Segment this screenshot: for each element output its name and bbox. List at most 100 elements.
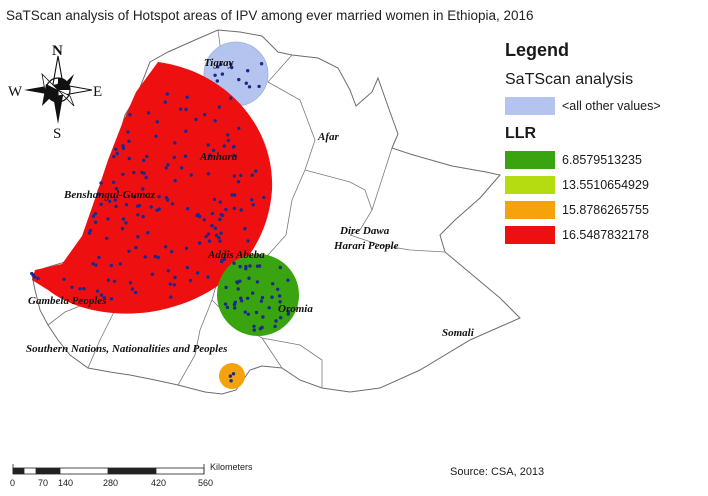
sample-point bbox=[168, 282, 172, 286]
scale-bar: Kilometers 0 70 140 280 420 560 bbox=[10, 462, 253, 488]
sample-point bbox=[206, 143, 210, 147]
sample-point bbox=[252, 324, 256, 328]
sample-point bbox=[154, 134, 158, 138]
sample-point bbox=[255, 264, 260, 268]
sample-point bbox=[278, 265, 282, 270]
scale-tick: 70 bbox=[38, 478, 49, 488]
sample-point bbox=[173, 275, 177, 280]
sample-point bbox=[238, 264, 242, 269]
sample-point bbox=[149, 205, 153, 209]
sample-point bbox=[217, 236, 221, 240]
sample-point bbox=[230, 193, 234, 197]
sample-point bbox=[196, 271, 200, 275]
sample-point bbox=[121, 172, 125, 177]
sample-point bbox=[144, 175, 148, 180]
legend-row-other: <all other values> bbox=[505, 95, 705, 117]
sample-point bbox=[109, 263, 114, 268]
sample-point bbox=[207, 239, 212, 243]
sample-point bbox=[136, 213, 140, 217]
sample-point bbox=[170, 202, 175, 206]
scale-tick: 280 bbox=[103, 478, 119, 488]
sample-point bbox=[246, 239, 250, 243]
sample-point bbox=[124, 221, 128, 225]
sample-point bbox=[185, 265, 190, 270]
scale-tick: 140 bbox=[58, 478, 74, 488]
sample-point bbox=[106, 278, 111, 282]
sample-point bbox=[121, 144, 125, 148]
red-cluster bbox=[32, 62, 273, 314]
sample-point bbox=[226, 133, 230, 137]
compass-w: W bbox=[8, 84, 23, 100]
sample-point bbox=[286, 278, 290, 282]
sample-point bbox=[257, 84, 261, 89]
sample-point bbox=[236, 287, 240, 291]
sample-point bbox=[246, 69, 250, 73]
sample-point bbox=[277, 294, 282, 298]
sample-point bbox=[210, 211, 215, 216]
sample-point bbox=[184, 107, 188, 112]
legend-row-llr: 15.8786265755 bbox=[505, 199, 705, 221]
north-arrow-compass: N S W E bbox=[8, 43, 102, 142]
legend-label-llr-2: 13.5510654929 bbox=[562, 178, 649, 192]
legend-title: Legend bbox=[505, 40, 570, 60]
sample-point bbox=[267, 306, 271, 310]
scale-tick: 0 bbox=[10, 478, 16, 488]
sample-point bbox=[219, 231, 223, 235]
sample-point bbox=[233, 193, 237, 197]
sample-point bbox=[218, 217, 222, 222]
sample-point bbox=[232, 206, 236, 211]
sample-point bbox=[136, 235, 140, 239]
sample-point bbox=[173, 178, 177, 183]
sample-point bbox=[225, 305, 230, 310]
sample-point bbox=[239, 296, 243, 300]
legend-swatch-llr-4 bbox=[505, 226, 555, 244]
sample-point bbox=[166, 269, 170, 273]
sample-point bbox=[239, 173, 243, 178]
sample-point bbox=[271, 282, 275, 286]
scale-bar-graphic bbox=[12, 464, 205, 475]
sample-point bbox=[185, 95, 189, 100]
legend-row-llr: 6.8579513235 bbox=[505, 149, 705, 171]
sample-point bbox=[184, 246, 189, 250]
scale-tick: 560 bbox=[198, 478, 214, 488]
sample-point bbox=[127, 156, 131, 161]
sample-point bbox=[213, 119, 217, 123]
sample-point bbox=[237, 126, 241, 130]
sample-point bbox=[202, 218, 206, 222]
sample-point bbox=[155, 208, 159, 212]
sample-point bbox=[212, 197, 217, 202]
sample-point bbox=[232, 144, 236, 149]
sample-point bbox=[220, 72, 225, 76]
sample-point bbox=[155, 120, 159, 124]
sample-point bbox=[150, 272, 155, 276]
oromia-cluster bbox=[217, 254, 299, 336]
sample-point bbox=[254, 169, 258, 173]
sample-point bbox=[213, 226, 217, 230]
sample-point bbox=[210, 223, 214, 228]
sample-point bbox=[143, 255, 147, 259]
sample-point bbox=[243, 310, 247, 314]
sample-point bbox=[276, 287, 280, 291]
sample-point bbox=[82, 287, 86, 291]
legend-label-llr-1: 6.8579513235 bbox=[562, 153, 642, 167]
sample-point bbox=[251, 203, 255, 207]
region-label-snnp: Southern Nations, Nationalities and Peop… bbox=[26, 343, 227, 355]
legend-label-other: <all other values> bbox=[562, 99, 661, 113]
sample-point bbox=[94, 263, 98, 267]
sample-point bbox=[179, 166, 184, 170]
sample-point bbox=[163, 245, 168, 249]
sample-point bbox=[274, 319, 278, 323]
compass-e: E bbox=[93, 84, 102, 100]
sample-point bbox=[226, 138, 231, 143]
sample-point bbox=[248, 264, 252, 268]
sample-point bbox=[164, 166, 168, 170]
sample-point bbox=[232, 261, 236, 265]
sample-point bbox=[246, 312, 251, 316]
sample-point bbox=[215, 79, 219, 83]
sample-point bbox=[153, 254, 157, 259]
sample-point bbox=[203, 112, 207, 117]
sample-point bbox=[156, 255, 160, 260]
sample-point bbox=[166, 163, 170, 167]
sample-point bbox=[134, 245, 138, 250]
